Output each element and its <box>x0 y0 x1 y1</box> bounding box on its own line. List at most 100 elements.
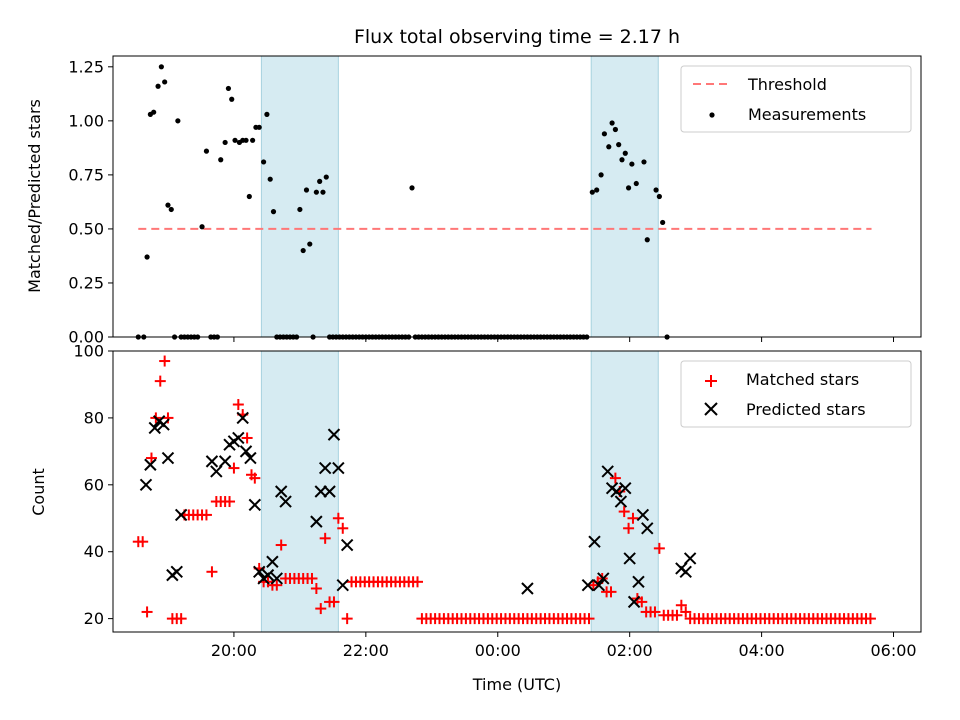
predicted-marker-b <box>244 451 257 465</box>
x-tick-label: 22:00 <box>343 641 389 660</box>
predicted-marker-b <box>144 458 157 471</box>
matched-star-marker <box>671 609 683 621</box>
ratio-legend-box <box>680 65 912 133</box>
predicted-marker-b <box>310 515 323 528</box>
y-tick-label: 0.00 <box>68 328 104 347</box>
predicted-marker-b <box>588 535 601 548</box>
predicted-marker-b <box>323 485 336 498</box>
predicted-marker-b <box>336 578 349 592</box>
measurement-point <box>598 172 604 178</box>
predicted-star-marker <box>266 555 279 568</box>
measurement-point <box>222 139 228 146</box>
matched-star-points <box>132 355 876 625</box>
predicted-star-marker <box>310 515 323 528</box>
observing-window-band <box>590 55 659 338</box>
measurement-point <box>270 209 277 215</box>
matched-star-marker <box>319 532 331 544</box>
matched-star-marker <box>200 509 212 521</box>
matched-star-marker <box>328 596 340 608</box>
predicted-marker-b <box>581 578 595 592</box>
matched-star-marker <box>175 613 187 625</box>
count-legend: Matched stars Predicted stars <box>680 360 912 428</box>
measurement-point <box>307 241 313 247</box>
predicted-star-marker <box>636 508 650 522</box>
matched-star-marker <box>653 542 665 554</box>
predicted-star-marker <box>327 428 341 441</box>
predicted-star-marker <box>632 575 645 589</box>
measurement-point <box>300 247 306 254</box>
y-tick-label: 1.25 <box>68 57 104 76</box>
predicted-marker-b <box>636 508 650 522</box>
measurement-point <box>243 137 249 143</box>
measurement-point <box>203 148 210 154</box>
matched-star-marker <box>232 399 244 411</box>
predicted-star-marker <box>248 498 262 512</box>
predicted-marker-b <box>266 555 279 568</box>
predicted-marker-b <box>683 552 697 565</box>
measurement-point <box>175 118 181 124</box>
matched-star-marker <box>159 355 171 367</box>
predicted-star-marker <box>588 535 601 548</box>
measurement-point <box>264 111 270 117</box>
matched-star-marker <box>154 375 166 387</box>
x-tick-label: 04:00 <box>739 641 785 660</box>
predicted-star-marker <box>623 552 636 565</box>
predicted-marker-b <box>619 481 632 495</box>
measurement-point <box>232 137 238 143</box>
predicted-marker-b <box>332 461 345 475</box>
y-tick-label: 0.75 <box>68 165 104 184</box>
predicted-star-marker <box>340 538 354 552</box>
measurement-point <box>256 124 262 130</box>
matched-star-marker <box>249 472 261 484</box>
predicted-marker-b <box>592 578 606 592</box>
y-tick-label: 40 <box>84 542 104 561</box>
predicted-marker-b <box>327 428 341 441</box>
predicted-star-marker <box>601 465 614 478</box>
matched-star-marker <box>137 536 149 548</box>
measurement-point <box>151 109 157 115</box>
measurement-point <box>155 83 161 89</box>
measurement-point <box>606 144 612 150</box>
measurement-point <box>629 161 635 167</box>
predicted-star-marker <box>261 568 275 582</box>
predicted-marker-b <box>679 565 692 578</box>
matched-star-marker <box>241 432 253 444</box>
predicted-marker-b <box>210 465 223 478</box>
measurement-point <box>644 237 650 243</box>
measurement-point <box>168 206 174 213</box>
predicted-marker-b <box>161 451 175 465</box>
predicted-star-marker <box>205 455 219 468</box>
measurement-point <box>144 254 150 260</box>
predicted-star-marker <box>218 455 232 468</box>
predicted-star-marker <box>323 485 336 498</box>
predicted-marker-b <box>218 455 232 468</box>
predicted-star-marker <box>210 465 223 478</box>
predicted-star-marker <box>627 595 641 609</box>
matched-legend-label: Matched stars <box>746 370 859 389</box>
predicted-legend-swatch <box>704 402 718 416</box>
predicted-marker-b <box>314 485 327 498</box>
matched-star-marker <box>680 606 692 618</box>
matched-star-marker <box>341 613 353 625</box>
measurement-point <box>612 126 618 133</box>
predicted-star-marker <box>274 485 288 498</box>
predicted-star-marker <box>279 495 292 508</box>
matched-star-marker <box>675 599 687 611</box>
ratio-x-ticks <box>233 337 895 342</box>
predicted-marker-b <box>205 455 219 468</box>
predicted-star-marker <box>597 572 610 585</box>
predicted-star-marker <box>683 552 697 565</box>
predicted-star-marker <box>139 478 153 492</box>
measurements-legend-swatch <box>709 112 715 118</box>
predicted-star-marker <box>619 481 632 495</box>
predicted-star-marker <box>174 508 188 522</box>
measurement-point <box>313 189 319 195</box>
matched-star-marker <box>310 583 322 595</box>
predicted-marker-b <box>248 498 262 512</box>
matched-star-marker <box>315 603 327 615</box>
predicted-star-marker <box>148 421 161 435</box>
predicted-marker-b <box>641 522 654 535</box>
threshold-legend-label: Threshold <box>747 75 827 94</box>
measurement-point <box>250 137 256 143</box>
measurement-point <box>653 187 659 193</box>
